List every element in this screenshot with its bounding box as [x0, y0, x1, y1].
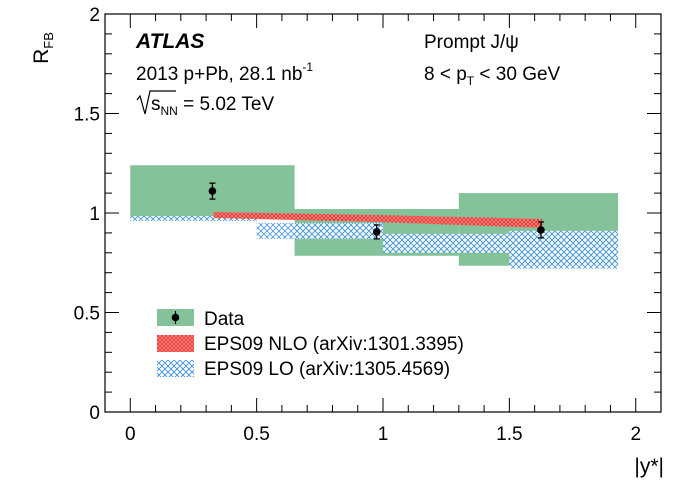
- legend-entry-nlo: EPS09 NLO (arXiv:1301.3395): [157, 334, 464, 355]
- dataset-label-main: 2013 p+Pb, 28.1 nb: [136, 64, 302, 85]
- eps09-nlo-layer: [213, 212, 543, 228]
- cut-label: 8 < pT < 30 GeV: [424, 64, 561, 88]
- x-tick-label-3: 1.5: [496, 424, 522, 445]
- legend: Data EPS09 NLO (arXiv:1301.3395) EPS09 L…: [157, 309, 464, 380]
- x-axis-title: |y*|: [634, 455, 664, 478]
- y-axis-title: RFB: [30, 32, 56, 64]
- y-tick-label-3: 1.5: [74, 105, 100, 126]
- legend-swatch-nlo: [157, 335, 194, 352]
- x-tick-label-4: 2: [630, 424, 641, 445]
- lo-band-1: [256, 222, 383, 239]
- lo-band-3: [509, 230, 619, 269]
- energy-s: s: [151, 94, 161, 115]
- svg-text:sNN = 5.02 TeV: sNN = 5.02 TeV: [151, 94, 274, 118]
- x-tick-label-1: 0.5: [243, 424, 269, 445]
- data-point-2: [537, 226, 545, 234]
- y-tick-label-1: 0.5: [74, 304, 100, 325]
- dataset-label-sup: -1: [302, 60, 313, 74]
- energy-label: sNN = 5.02 TeV: [136, 90, 274, 118]
- nlo-band-1: [377, 214, 543, 228]
- ticks-layer: 0 0.5 1 1.5 2 0 0.5 1 1.5 2: [74, 5, 662, 445]
- legend-swatch-lo: [157, 360, 194, 377]
- cut-right: < 30 GeV: [474, 64, 560, 85]
- cut-sub: T: [467, 74, 475, 88]
- svg-text:RFB: RFB: [30, 32, 56, 64]
- legend-entry-lo: EPS09 LO (arXiv:1305.4569): [157, 359, 450, 380]
- eps09-lo-layer: [130, 215, 619, 269]
- energy-value: = 5.02 TeV: [178, 94, 275, 115]
- y-axis-title-sub: FB: [41, 32, 56, 49]
- lo-band-2: [383, 233, 510, 253]
- legend-entry-data: Data: [157, 309, 245, 330]
- nlo-band-0: [213, 212, 378, 222]
- data-point-0: [208, 187, 217, 195]
- legend-label-data: Data: [204, 309, 245, 330]
- legend-label-lo: EPS09 LO (arXiv:1305.4569): [204, 359, 450, 380]
- y-axis-title-main: R: [30, 49, 53, 64]
- y-tick-label-0: 0: [89, 403, 100, 424]
- cut-left: 8 < p: [424, 64, 467, 85]
- sqrt-sign: [136, 90, 176, 115]
- y-tick-label-2: 1: [89, 204, 100, 225]
- x-tick-label-2: 1: [378, 424, 389, 445]
- energy-sub: NN: [161, 104, 178, 118]
- data-point-1: [372, 228, 381, 236]
- data-points-layer: [208, 182, 545, 240]
- y-tick-label-4: 2: [89, 5, 100, 26]
- legend-label-nlo: EPS09 NLO (arXiv:1301.3395): [204, 334, 464, 355]
- x-tick-label-0: 0: [125, 424, 136, 445]
- process-label: Prompt J/ψ: [424, 32, 519, 53]
- experiment-label: ATLAS: [135, 30, 204, 53]
- dataset-label: 2013 p+Pb, 28.1 nb-1: [136, 60, 313, 85]
